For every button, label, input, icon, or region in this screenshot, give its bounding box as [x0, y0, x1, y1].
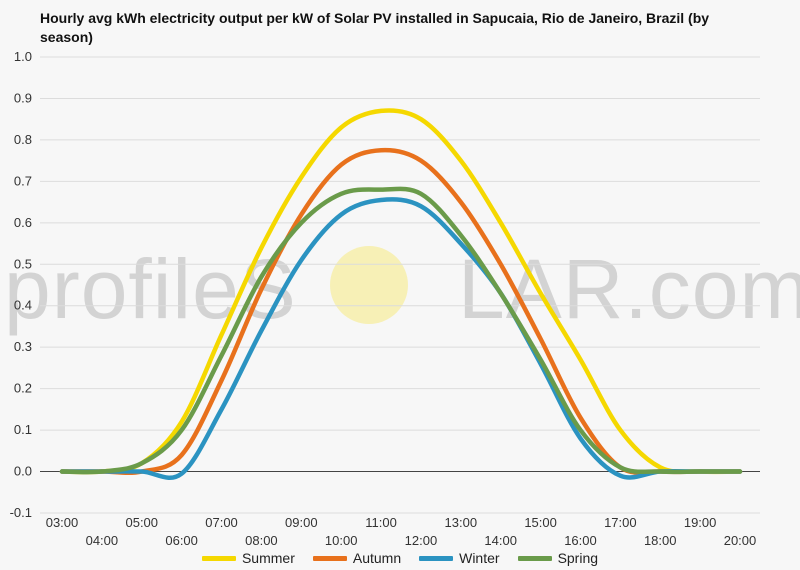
series-line-winter [59, 197, 743, 480]
x-tick-label: 20:00 [724, 533, 757, 548]
x-tick-label: 03:00 [46, 515, 79, 530]
watermark-sun-icon [330, 246, 408, 324]
x-tick-label: 08:00 [245, 533, 278, 548]
x-tick-label: 16:00 [564, 533, 597, 548]
y-tick-label: 1.0 [14, 49, 32, 64]
x-tick-label: 10:00 [325, 533, 358, 548]
y-tick-label: 0.3 [14, 339, 32, 354]
x-tick-label: 05:00 [125, 515, 158, 530]
legend: Summer Autumn Winter Spring [0, 549, 800, 567]
series-lines [59, 108, 743, 480]
y-axis-ticks: 1.0 0.9 0.8 0.7 0.6 0.5 0.4 0.3 0.2 0.1 0.0 -0.1 [10, 49, 32, 520]
series-line-spring [59, 186, 743, 475]
y-tick-label: 0.7 [14, 173, 32, 188]
legend-swatch [312, 555, 347, 561]
y-tick-label: 0.8 [14, 132, 32, 147]
legend-item-spring[interactable]: Spring [517, 550, 599, 566]
y-tick-label: 0.5 [14, 256, 32, 271]
x-tick-label: 13:00 [445, 515, 478, 530]
x-axis-ticks: 03:00 04:00 05:00 06:00 07:00 08:00 09:00 10:00… [46, 515, 757, 548]
y-tick-label: 0.2 [14, 381, 32, 396]
x-tick-label: 04:00 [86, 533, 119, 548]
x-tick-label: 15:00 [524, 515, 557, 530]
legend-item-autumn[interactable]: Autumn [312, 550, 402, 566]
legend-label: Summer [241, 550, 295, 566]
x-tick-label: 18:00 [644, 533, 677, 548]
legend-swatch [419, 555, 454, 561]
y-tick-label: 0.9 [14, 90, 32, 105]
chart-title: Hourly avg kWh electricity output per kW… [40, 10, 710, 45]
legend-item-winter[interactable]: Winter [419, 550, 500, 566]
y-tick-label: -0.1 [10, 505, 32, 520]
x-tick-label: 06:00 [165, 533, 198, 548]
legend-swatch [517, 555, 552, 561]
series-line-summer [59, 108, 743, 475]
y-tick-label: 0.4 [14, 298, 32, 313]
x-tick-label: 12:00 [405, 533, 438, 548]
y-tick-label: 0.1 [14, 422, 32, 437]
x-tick-label: 19:00 [684, 515, 717, 530]
legend-label: Autumn [352, 550, 402, 566]
x-tick-label: 17:00 [604, 515, 637, 530]
legend-label: Spring [557, 550, 599, 566]
legend-item-summer[interactable]: Summer [201, 550, 295, 566]
legend-label: Winter [459, 550, 500, 566]
x-tick-label: 14:00 [484, 533, 517, 548]
x-tick-label: 11:00 [365, 515, 397, 530]
y-tick-label: 0.6 [14, 215, 32, 230]
y-tick-label: 0.0 [14, 464, 32, 479]
x-tick-label: 09:00 [285, 515, 318, 530]
gridlines [40, 56, 760, 514]
legend-swatch [201, 555, 236, 561]
x-tick-label: 07:00 [205, 515, 238, 530]
